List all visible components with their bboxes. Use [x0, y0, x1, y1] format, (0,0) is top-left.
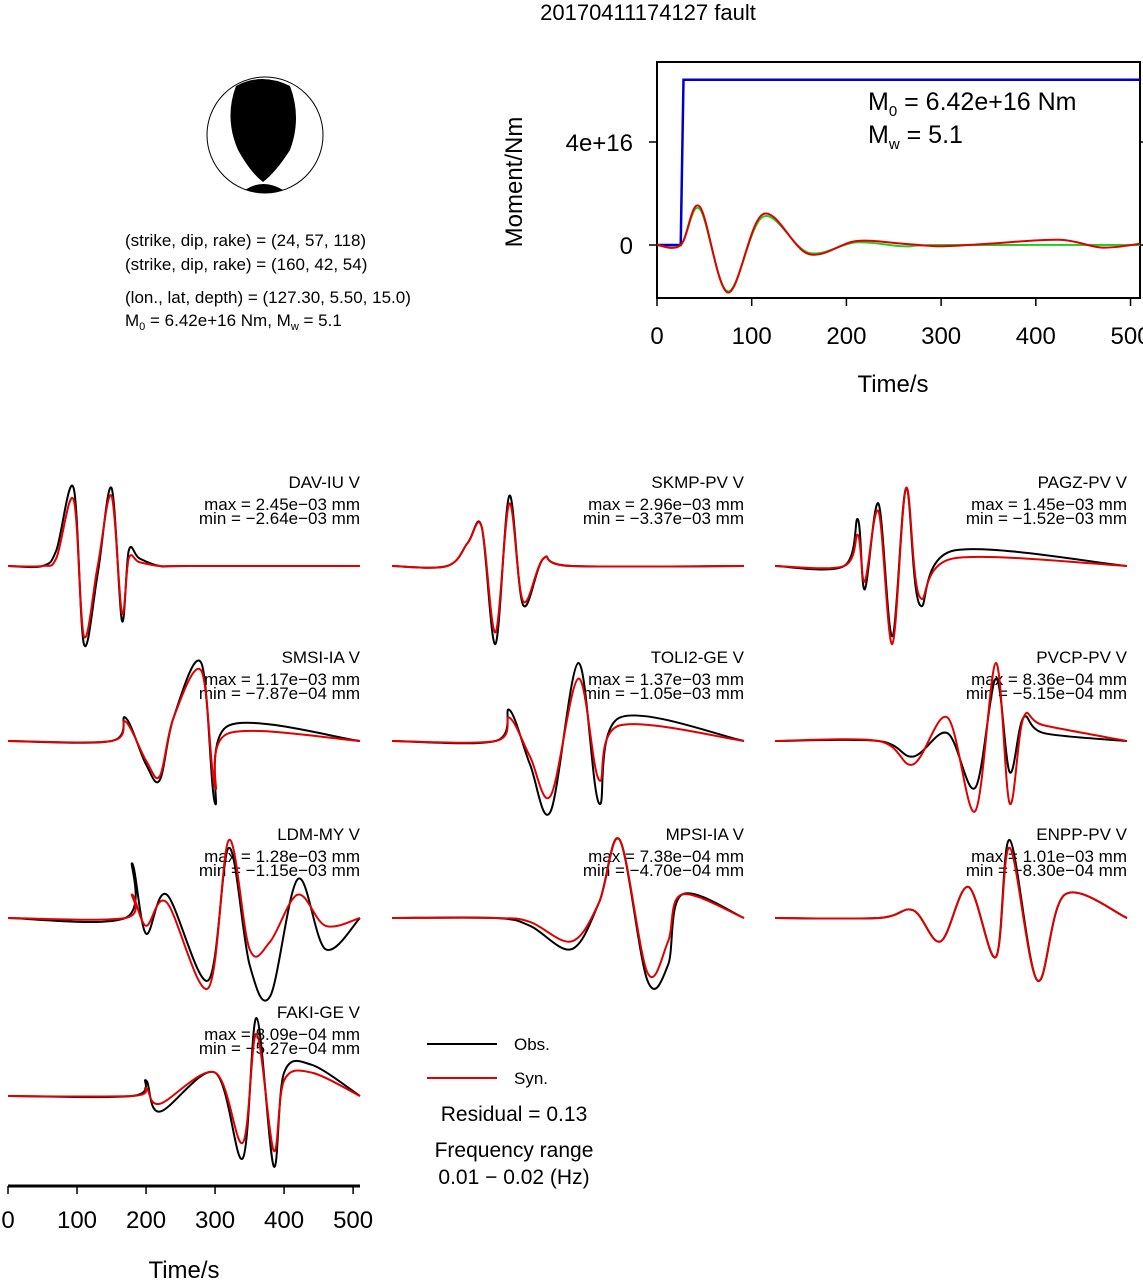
- focal-line-3: (lon., lat, depth) = (127.30, 5.50, 15.0…: [125, 288, 411, 307]
- station-min: min = −4.70e−04 mm: [583, 861, 744, 880]
- focal-line-1: (strike, dip, rake) = (24, 57, 118): [125, 231, 366, 250]
- observed-waveform: [774, 486, 1128, 638]
- moment-ylabel: Moment/Nm: [501, 117, 528, 248]
- station-min: min = −1.52e−03 mm: [966, 509, 1127, 528]
- moment-xtick-label: 200: [826, 323, 866, 350]
- moment-plot-frame: [656, 61, 1141, 299]
- residual-text: Residual = 0.13: [441, 1103, 588, 1126]
- bottom-axis-tick-label: 300: [195, 1207, 235, 1234]
- station-name: PAGZ-PV V: [1038, 473, 1128, 492]
- station-max: max = 8.36e−04 mm: [971, 670, 1127, 689]
- station-name: ENPP-PV V: [1036, 825, 1127, 844]
- synthetic-waveform: [7, 1032, 361, 1152]
- frequency-value: 0.01 − 0.02 (Hz): [438, 1166, 589, 1189]
- station-min: min = −1.05e−03 mm: [583, 684, 744, 703]
- bottom-axis-tick-label: 400: [264, 1207, 304, 1234]
- station-min: min = −1.15e−03 mm: [199, 861, 360, 880]
- station-max: max = 1.37e−03 mm: [588, 670, 744, 689]
- station-name: SMSI-IA V: [282, 648, 361, 667]
- moment-xtick-label: 100: [732, 323, 772, 350]
- moment-cumulative-line: [657, 78, 1140, 247]
- station-min: min = −3.37e−03 mm: [583, 509, 744, 528]
- observed-waveform: [7, 1016, 361, 1168]
- moment-xtick-label: 500: [1111, 323, 1143, 350]
- frequency-title: Frequency range: [435, 1139, 594, 1162]
- synthetic-waveform: [391, 677, 745, 800]
- moment-chart: Moment/Nm Time/s M0 = 6.42e+16 Nm Mw = 5…: [501, 61, 1143, 398]
- focal-m0: 6.42e+16 Nm: [165, 311, 268, 330]
- station-max: max = 7.38e−04 mm: [588, 847, 744, 866]
- legend: Obs. Syn.: [427, 1035, 550, 1088]
- station-min: min = −7.87e−04 mm: [199, 684, 360, 703]
- synthetic-waveform: [391, 502, 745, 634]
- beachball: [206, 76, 324, 194]
- station-min: min = −2.64e−03 mm: [199, 509, 360, 528]
- beachball-lower-lobe: [245, 184, 283, 193]
- moment-ytick-label: 4e+16: [566, 130, 633, 157]
- station-max: max = 1.45e−03 mm: [971, 495, 1127, 514]
- bottom-axis-tick-label: 200: [126, 1207, 166, 1234]
- station-name: FAKI-GE V: [277, 1003, 361, 1022]
- station-name: LDM-MY V: [277, 825, 360, 844]
- moment-annotation-m0: M0 = 6.42e+16 Nm: [868, 88, 1076, 120]
- moment-xtick-label: 300: [921, 323, 961, 350]
- moment-xlabel: Time/s: [857, 371, 928, 398]
- bottom-axis-label: Time/s: [148, 1257, 219, 1281]
- synthetic-waveform: [7, 667, 361, 791]
- moment-ytick-label: 0: [620, 233, 633, 260]
- station-max: max = 1.28e−03 mm: [204, 847, 360, 866]
- legend-obs-label: Obs.: [514, 1035, 550, 1054]
- legend-syn-label: Syn.: [514, 1069, 548, 1088]
- bottom-axis-tick-label: 0: [1, 1207, 14, 1234]
- synthetic-waveform: [774, 846, 1128, 982]
- moment-xtick-label: 0: [650, 323, 663, 350]
- station-min: min = −5.27e−04 mm: [199, 1039, 360, 1058]
- bottom-axis-tick-label: 100: [57, 1207, 97, 1234]
- station-name: MPSI-IA V: [666, 825, 745, 844]
- station-name: PVCP-PV V: [1036, 648, 1127, 667]
- station-name: SKMP-PV V: [651, 473, 744, 492]
- station-max: max = 2.96e−03 mm: [588, 495, 744, 514]
- moment-rate-green-line: [656, 206, 1141, 293]
- focal-mw: 5.1: [318, 311, 342, 330]
- station-max: max = 8.09e−04 mm: [204, 1025, 360, 1044]
- bottom-axis-tick-label: 500: [333, 1207, 373, 1234]
- moment-annotation-mw: Mw = 5.1: [868, 121, 963, 153]
- synthetic-waveform: [7, 838, 361, 990]
- station-min: min = −5.15e−04 mm: [966, 684, 1127, 703]
- synthetic-waveform: [774, 486, 1128, 646]
- station-max: max = 1.01e−03 mm: [971, 847, 1127, 866]
- synthetic-waveform: [774, 661, 1128, 813]
- bottom-time-axis: Time/s 0 100 200 300 400 500: [1, 1184, 373, 1281]
- moment-rate-red-line: [656, 204, 1141, 294]
- station-name: TOLI2-GE V: [651, 648, 745, 667]
- beachball-compression-lobe: [230, 79, 296, 182]
- synthetic-waveform: [7, 494, 360, 639]
- synthetic-waveform: [391, 837, 745, 978]
- focal-line-2: (strike, dip, rake) = (160, 42, 54): [125, 255, 367, 274]
- moment-xtick-label: 400: [1016, 323, 1056, 350]
- focal-line-4: M0 = 6.42e+16 Nm, Mw = 5.1: [125, 311, 342, 333]
- station-min: min = −8.30e−04 mm: [966, 861, 1127, 880]
- focal-info: (strike, dip, rake) = (24, 57, 118) (str…: [125, 231, 411, 333]
- station-name: DAV-IU V: [289, 473, 361, 492]
- station-max: max = 1.17e−03 mm: [204, 670, 360, 689]
- station-max: max = 2.45e−03 mm: [204, 495, 360, 514]
- figure-title: 20170411174127 fault: [540, 0, 756, 25]
